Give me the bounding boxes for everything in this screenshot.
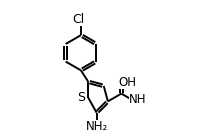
Text: NH₂: NH₂ bbox=[86, 120, 108, 133]
Text: OH: OH bbox=[118, 76, 136, 89]
Text: Cl: Cl bbox=[72, 13, 85, 26]
Text: NH: NH bbox=[129, 93, 146, 106]
Text: S: S bbox=[77, 91, 85, 104]
